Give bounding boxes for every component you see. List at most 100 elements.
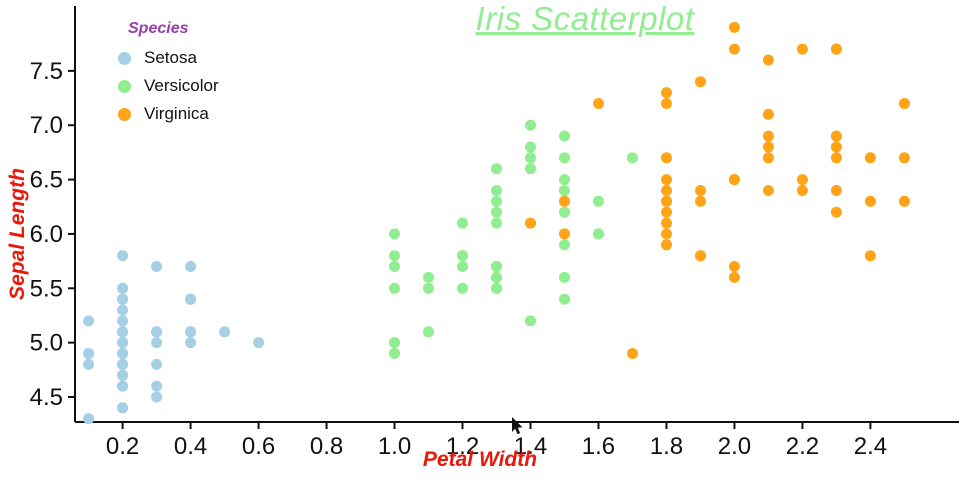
data-point-setosa: [219, 326, 231, 338]
data-point-virginica: [762, 54, 774, 66]
data-point-versicolor: [491, 163, 502, 175]
legend: Species Setosa Versicolor Virginica: [118, 20, 219, 132]
y-tick-label: 6.5: [30, 167, 63, 194]
data-point-virginica: [762, 141, 774, 153]
x-tick-label: 0.4: [174, 433, 207, 460]
data-point-versicolor: [525, 152, 536, 164]
data-point-versicolor: [423, 271, 434, 283]
data-point-setosa: [185, 293, 197, 305]
data-point-versicolor: [627, 152, 638, 164]
data-point-virginica: [898, 195, 910, 207]
data-point-setosa: [83, 358, 95, 370]
chart-title: Iris Scatterplot: [475, 0, 695, 37]
data-point-setosa: [151, 261, 163, 272]
data-point-versicolor: [389, 282, 400, 294]
legend-swatch-icon: [118, 107, 131, 121]
legend-items: Setosa Versicolor Virginica: [118, 48, 219, 124]
data-point-setosa: [151, 358, 163, 370]
data-point-virginica: [525, 217, 536, 229]
legend-swatch-icon: [118, 79, 131, 93]
data-point-versicolor: [559, 293, 570, 305]
y-tick-label: 4.5: [30, 384, 63, 411]
data-point-setosa: [83, 348, 95, 359]
data-point-versicolor: [491, 185, 502, 196]
data-point-virginica: [661, 217, 672, 229]
data-point-versicolor: [491, 271, 502, 283]
data-point-setosa: [117, 304, 129, 316]
data-point-virginica: [830, 152, 842, 164]
x-tick-label: 0.2: [106, 433, 139, 460]
x-tick-label: 2.4: [854, 433, 887, 460]
data-point-versicolor: [457, 282, 468, 294]
data-point-virginica: [898, 98, 910, 109]
data-point-virginica: [661, 185, 672, 196]
data-point-setosa: [117, 337, 129, 349]
data-point-versicolor: [457, 217, 468, 229]
data-point-virginica: [661, 87, 672, 99]
legend-item-label: Virginica: [144, 104, 209, 123]
data-point-virginica: [830, 130, 842, 142]
x-tick-label: 1.0: [378, 433, 411, 460]
data-point-versicolor: [491, 217, 502, 229]
data-point-virginica: [661, 228, 672, 240]
data-point-setosa: [253, 337, 265, 349]
data-point-virginica: [762, 108, 774, 120]
legend-item-versicolor: Versicolor: [118, 76, 219, 96]
legend-swatch-icon: [118, 51, 131, 65]
mouse-cursor-icon: [512, 417, 523, 435]
data-point-virginica: [728, 21, 740, 33]
data-point-setosa: [83, 315, 95, 327]
x-tick-label: 2.2: [786, 433, 819, 460]
legend-item-label: Setosa: [144, 48, 197, 67]
data-point-virginica: [796, 174, 808, 186]
data-point-setosa: [151, 391, 163, 403]
data-point-setosa: [117, 358, 129, 370]
data-point-virginica: [695, 76, 706, 88]
data-point-virginica: [830, 206, 842, 218]
data-point-versicolor: [423, 282, 434, 294]
data-point-versicolor: [559, 185, 570, 196]
data-point-setosa: [117, 348, 129, 359]
y-tick-label: 7.5: [30, 58, 63, 85]
data-point-virginica: [661, 206, 672, 218]
data-point-versicolor: [389, 261, 400, 272]
x-tick-label: 0.6: [242, 433, 275, 460]
data-point-virginica: [661, 98, 672, 109]
data-point-virginica: [864, 152, 876, 164]
data-point-virginica: [593, 98, 604, 109]
data-point-versicolor: [559, 130, 570, 142]
data-point-virginica: [661, 239, 672, 251]
data-point-virginica: [830, 141, 842, 153]
data-point-virginica: [864, 195, 876, 207]
y-tick-label: 7.0: [30, 112, 63, 139]
legend-title: Species: [128, 20, 189, 37]
data-point-virginica: [728, 174, 740, 186]
data-point-virginica: [627, 348, 638, 359]
data-point-versicolor: [491, 282, 502, 294]
data-point-setosa: [83, 413, 95, 425]
data-point-virginica: [762, 152, 774, 164]
data-point-virginica: [864, 250, 876, 262]
data-point-versicolor: [559, 239, 570, 251]
data-point-virginica: [559, 228, 570, 240]
data-point-setosa: [185, 337, 197, 349]
data-point-virginica: [661, 195, 672, 207]
data-point-virginica: [796, 185, 808, 196]
data-point-versicolor: [389, 250, 400, 262]
data-point-virginica: [796, 43, 808, 55]
data-point-versicolor: [559, 271, 570, 283]
data-point-versicolor: [525, 315, 536, 327]
legend-item-label: Versicolor: [144, 76, 219, 95]
data-point-setosa: [117, 315, 129, 327]
x-tick-label: 2.0: [718, 433, 751, 460]
data-point-virginica: [661, 152, 672, 164]
data-point-virginica: [695, 195, 706, 207]
data-point-setosa: [117, 250, 129, 262]
data-point-versicolor: [491, 261, 502, 272]
x-tick-label: 1.8: [650, 433, 683, 460]
data-point-virginica: [559, 195, 570, 207]
y-tick-label: 6.0: [30, 221, 63, 248]
data-point-setosa: [185, 261, 197, 272]
